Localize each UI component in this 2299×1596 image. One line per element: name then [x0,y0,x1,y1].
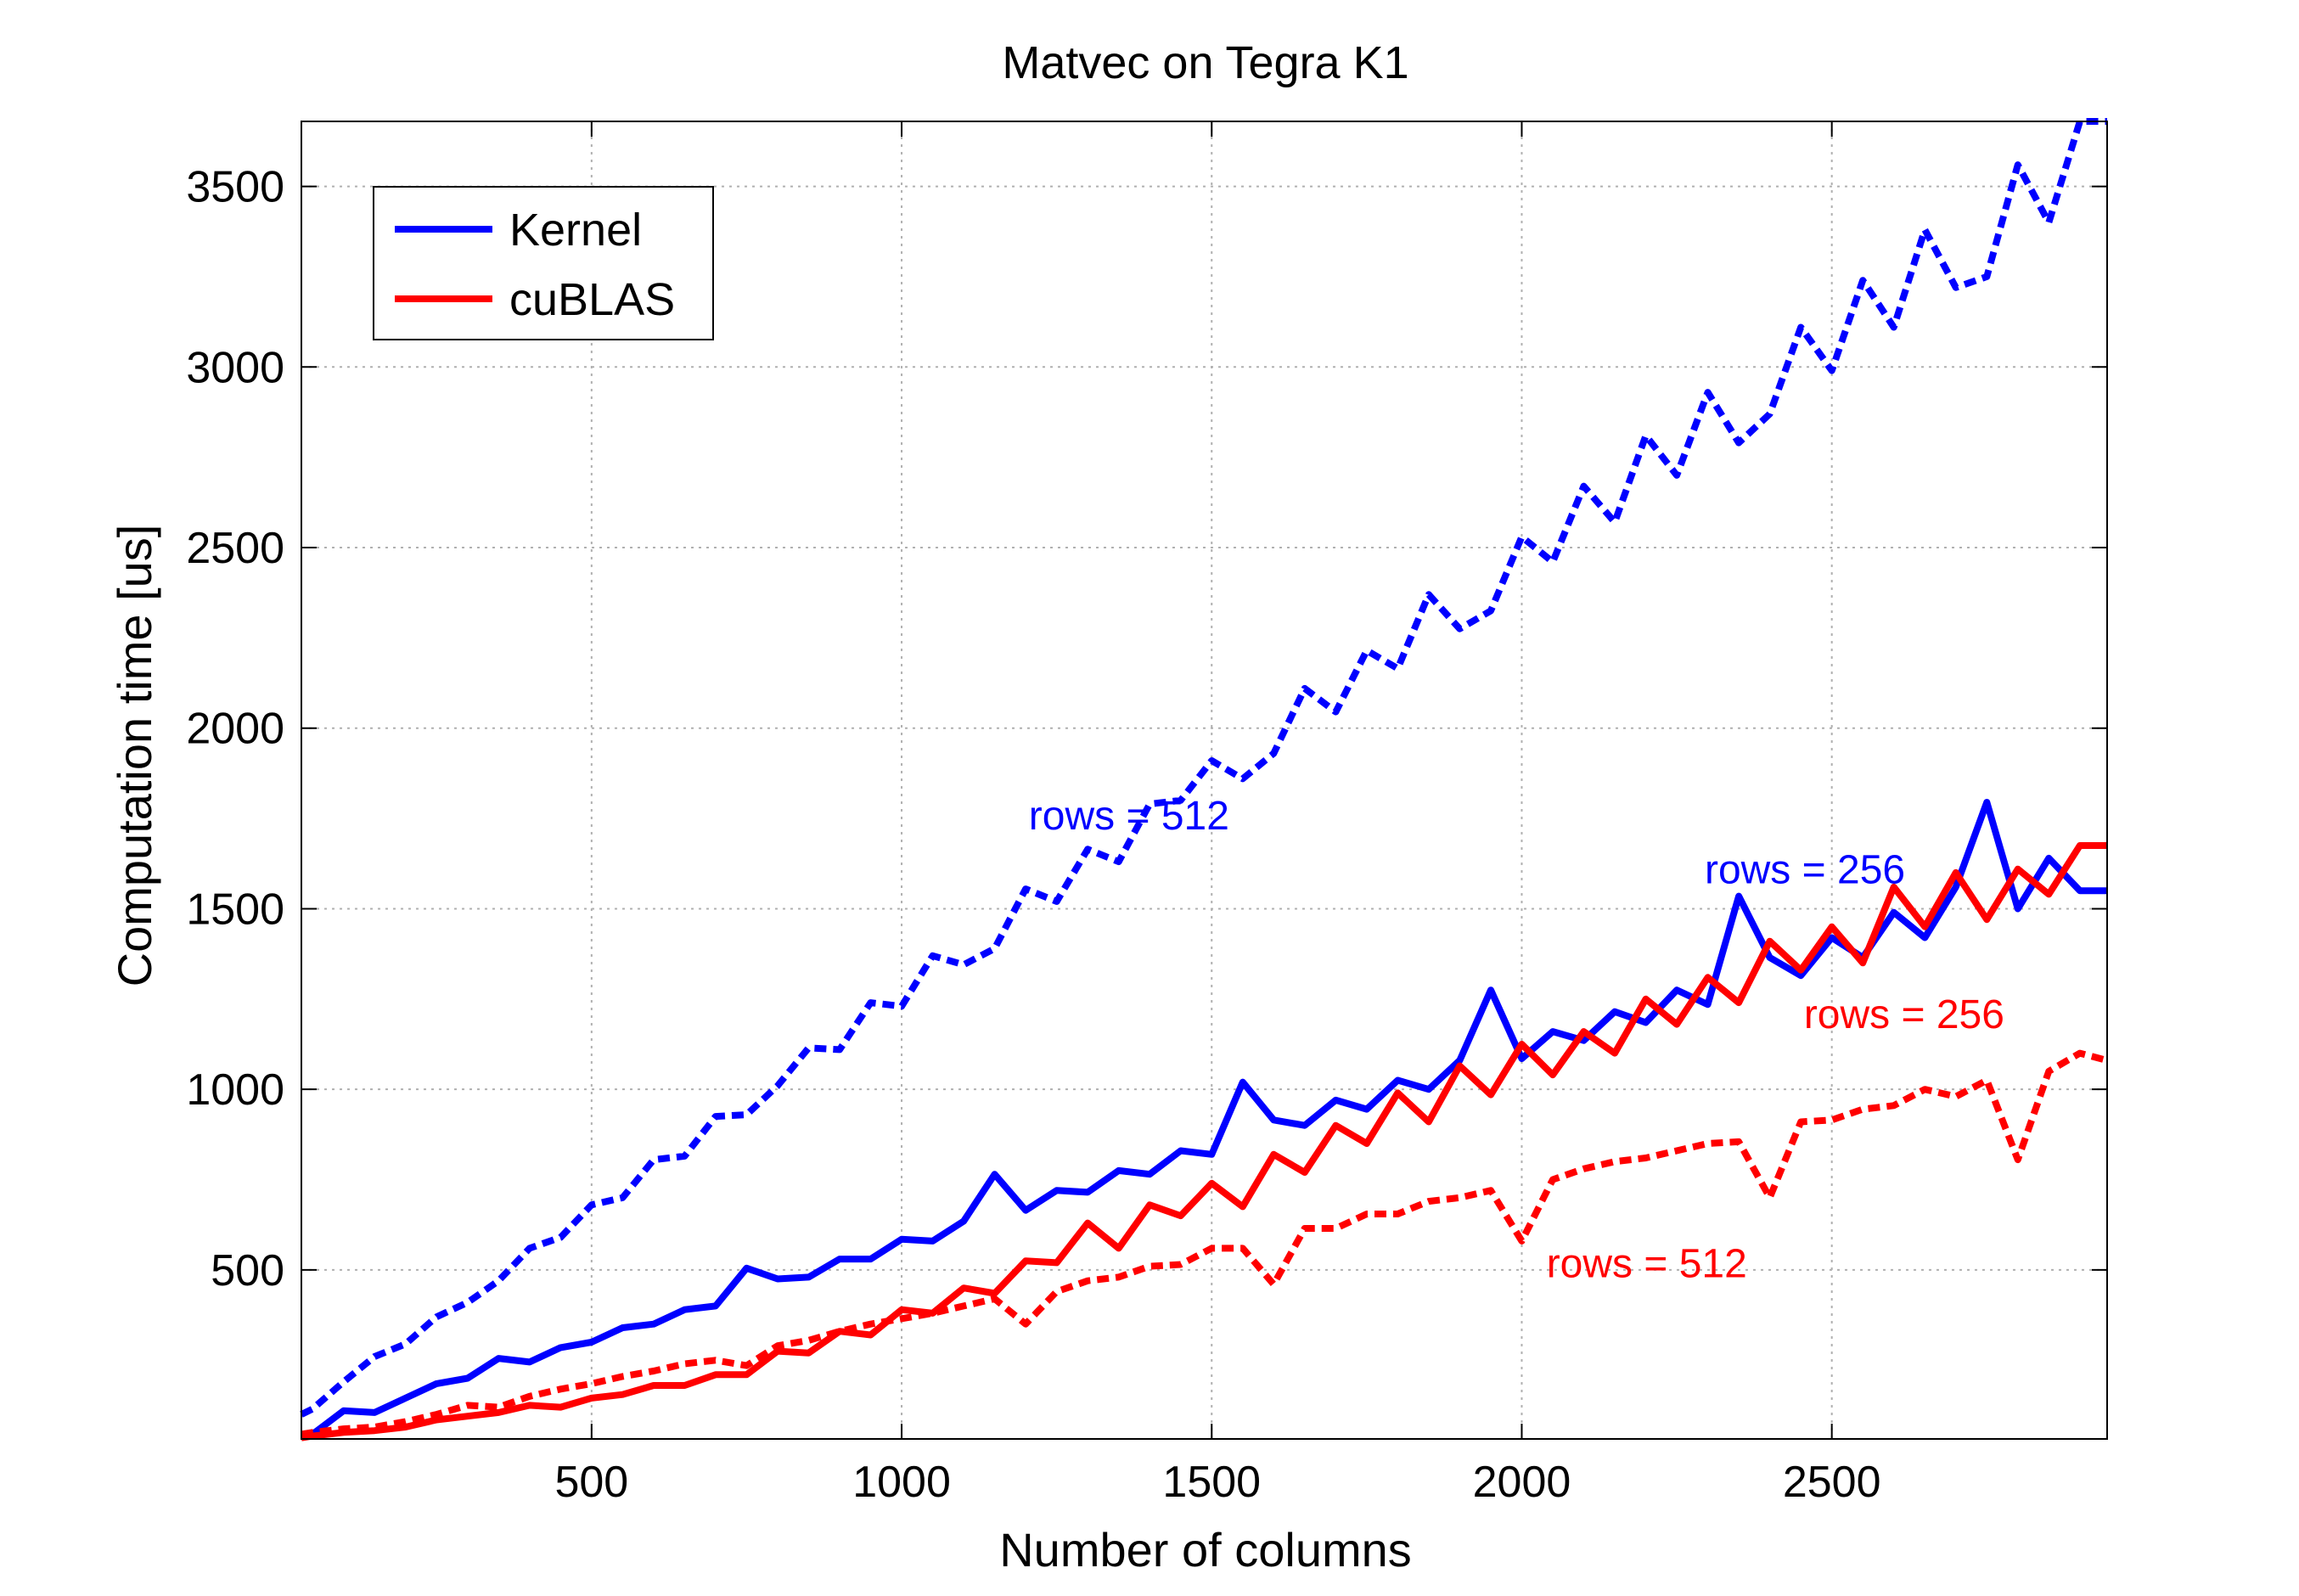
plot-series [300,118,2109,1441]
x-tick-label: 1500 [1162,1458,1261,1507]
legend-box [373,186,714,340]
series-line-1 [301,799,2107,1440]
y-tick-label: 1000 [186,1065,284,1115]
y-tick-label: 500 [211,1246,284,1295]
x-tick-label: 2000 [1473,1458,1571,1507]
legend: Kernel cuBLAS [373,186,714,340]
y-tick-label: 2500 [186,524,284,573]
series-line-3 [301,842,2107,1441]
x-tick-label: 1000 [852,1458,951,1507]
y-tick-label: 1500 [186,885,284,934]
y-tick-label: 3000 [186,343,284,392]
legend-label: Kernel [509,205,642,256]
x-tick-label: 2500 [1783,1458,1881,1507]
chart-title: Matvec on Tegra K1 [1002,37,1408,88]
grid-lines [301,121,2107,1439]
y-tick-label: 3500 [186,163,284,212]
legend-label: cuBLAS [509,274,675,325]
series-annotation: rows = 256 [1804,992,2004,1037]
series-annotation: rows = 256 [1705,848,1905,893]
y-tick-label: 2000 [186,705,284,754]
axes: 500 1000 1500 2000 2500 500 1000 1500 2000 2500 30… [186,121,2108,1507]
series-line-4 [301,1049,2109,1438]
x-axis-title: Number of columns [999,1523,1412,1576]
series-annotation: rows = 512 [1029,794,1229,839]
series-line-2 [300,118,2107,1418]
annotations: rows = 512 rows = 256 rows = 256 rows = 512 [1029,794,2004,1287]
y-axis-title: Computation time [us] [108,525,161,987]
series-annotation: rows = 512 [1547,1241,1747,1286]
x-tick-label: 500 [554,1458,628,1507]
plot-frame [301,121,2108,1440]
